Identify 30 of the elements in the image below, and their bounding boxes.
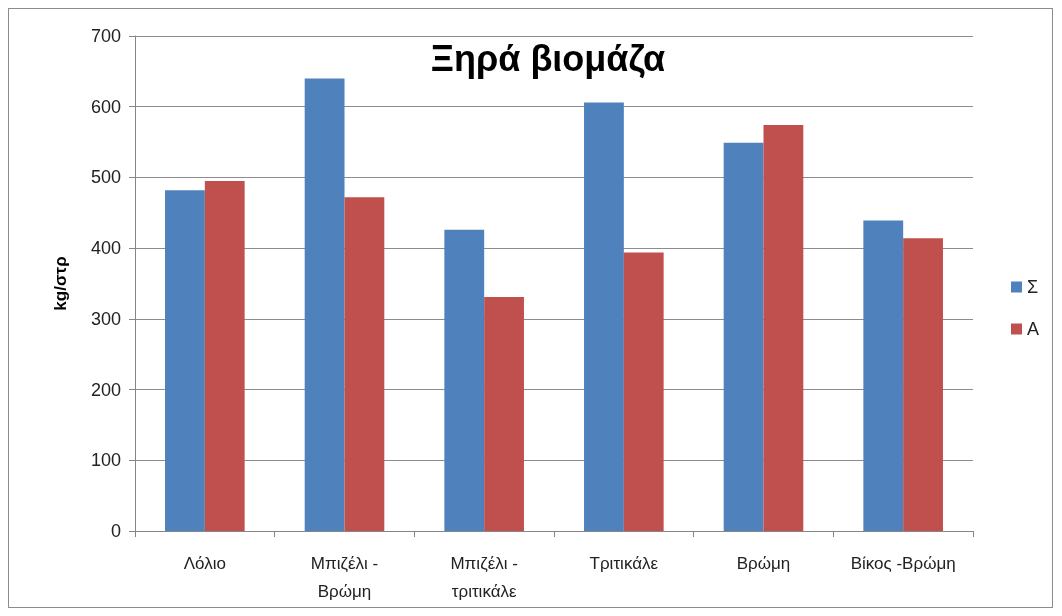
chart-title: Ξηρά βιομάζα	[430, 37, 666, 79]
x-tick-label: Βίκος -Βρώμη	[850, 553, 956, 573]
bar	[165, 190, 205, 531]
y-tick-label: 100	[90, 450, 121, 471]
bar	[304, 78, 345, 531]
bar	[723, 142, 764, 531]
bar	[584, 102, 624, 531]
legend-label: Σ	[1026, 277, 1039, 297]
y-tick-label: 0	[110, 521, 121, 541]
x-tick-label: Τριτικάλε	[589, 553, 659, 573]
y-tick-label: 400	[90, 238, 121, 259]
bar	[763, 125, 804, 531]
bar	[344, 197, 385, 531]
bar	[623, 252, 664, 531]
y-tick-label: 500	[90, 167, 121, 188]
bar	[903, 238, 943, 531]
y-tick-label: 700	[90, 26, 121, 46]
x-tick-label: Λόλιο	[183, 553, 226, 573]
x-tick-label: Μπιζέλι - Βρώμη	[310, 553, 379, 601]
bar	[484, 296, 524, 531]
y-tick-label: 200	[90, 379, 121, 400]
y-axis-title: kg/στρ	[51, 256, 70, 311]
y-tick-label: 300	[90, 308, 121, 329]
legend-label: Α	[1026, 319, 1040, 339]
x-tick-label: Βρώμη	[736, 553, 791, 573]
bar	[204, 180, 245, 531]
bar	[444, 229, 485, 531]
y-tick-label: 600	[90, 96, 121, 117]
bar	[863, 220, 904, 531]
x-tick-label: Μπιζέλι - τριτικάλε	[450, 553, 518, 601]
